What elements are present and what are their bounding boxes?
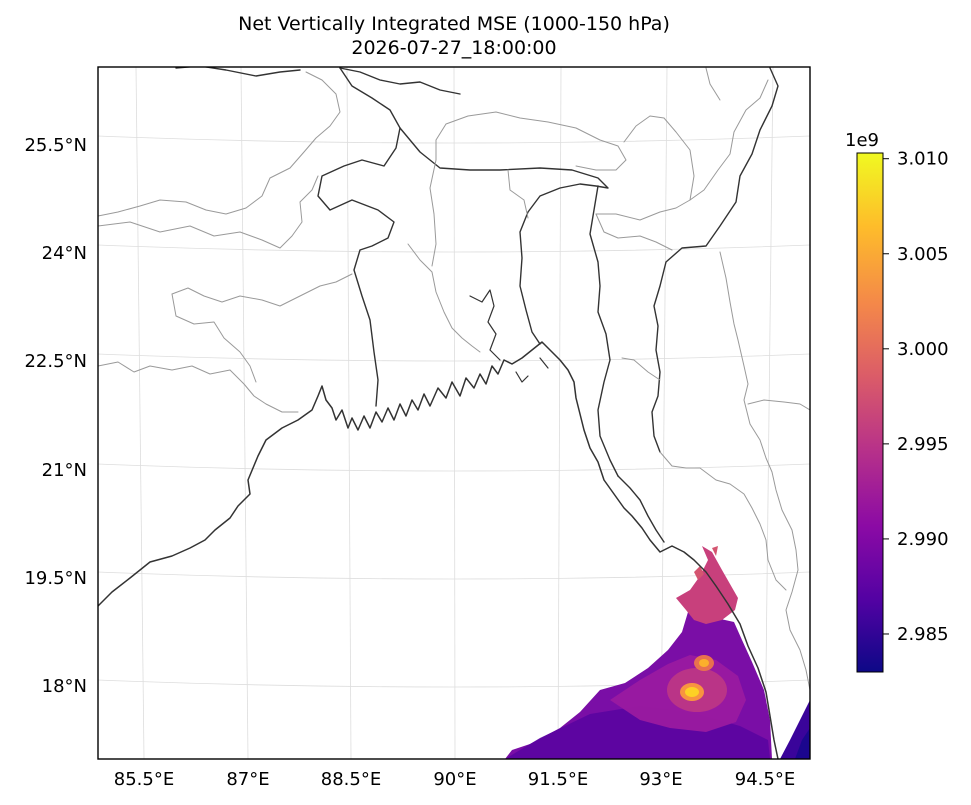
border-india-myanmar [651,67,779,453]
parallel-25-5 [98,135,810,144]
colorbar-tick-label: 2.985 [897,624,949,645]
colorbar-tick-label: 3.010 [897,149,949,170]
state-border-3 [171,273,353,307]
parallel-22-5 [98,353,810,362]
state-border-10 [595,79,769,221]
border-india-bangladesh-west [317,67,401,407]
state-border-4 [98,361,299,413]
x-tick-label: 91.5°E [528,769,588,790]
meridian-94-5 [764,67,774,759]
meridian-87 [240,67,249,759]
mse-field [505,546,810,759]
x-tick-label: 94.5°E [735,769,795,790]
mse-coastal-bits [694,546,718,580]
state-border-13 [705,67,721,101]
mse-secondary-peak-core [699,659,709,667]
graticule [98,67,810,759]
border-myanmar-bangladesh [617,475,665,543]
state-border-1 [98,71,341,217]
state-border-12 [623,115,695,201]
y-tick-label: 19.5°N [24,568,87,589]
colorbar-tick-label: 2.995 [897,434,949,455]
chart-title: Net Vertically Integrated MSE (1000-150 … [238,13,670,35]
meridian-90 [453,67,456,759]
state-border-14 [621,357,661,381]
coastline [98,341,779,759]
meridian-88-5 [346,67,352,759]
colorbar-tick-label: 2.990 [897,529,949,550]
parallel-21 [98,463,810,472]
y-tick-label: 22.5°N [24,351,87,372]
border-nepal-bhutan [175,67,461,95]
map-area [98,67,810,759]
state-border-8 [429,159,437,267]
y-tick-labels: 18°N 19.5°N 21°N 22.5°N 24°N 25.5°N [24,135,87,697]
meridian-91-5 [557,67,562,759]
parallel-24 [98,244,810,253]
x-tick-label: 88.5°E [321,769,381,790]
colorbar: 1e9 2.985 2.990 2.995 3.000 3.005 3.010 [845,130,949,673]
meridian-93 [660,67,668,759]
colorbar-tick-label: 3.000 [897,339,949,360]
state-border-6 [407,243,481,353]
x-tick-label: 93°E [639,769,682,790]
state-border-17 [699,467,787,591]
colorbar-exponent: 1e9 [845,130,879,151]
x-tick-label: 85.5°E [114,769,174,790]
border-india-bangladesh-east [589,185,619,477]
state-border-11 [595,213,673,251]
x-tick-labels: 85.5°E 87°E 88.5°E 90°E 91.5°E 93°E 94.5… [114,769,795,790]
colorbar-tick-label: 3.005 [897,244,949,265]
mse-se-corner-inner [795,728,810,759]
border-india-bangladesh-north [399,127,609,345]
map-frame [97,66,811,760]
y-tick-label: 21°N [42,460,87,481]
state-border-16 [747,399,810,411]
state-borders [98,67,810,691]
y-tick-label: 18°N [42,676,87,697]
chart-subtitle: 2026-07-27_18:00:00 [351,37,556,59]
state-border-18 [659,451,701,469]
state-border-2 [98,175,319,249]
state-border-15 [719,251,810,691]
mse-coastal-strip [676,546,738,624]
state-border-7 [435,111,627,171]
state-border-9 [507,169,529,219]
meridian-85-5 [135,67,145,759]
colorbar-ticks: 2.985 2.990 2.995 3.000 3.005 3.010 [883,149,949,645]
x-tick-label: 87°E [226,769,269,790]
delta-channels [469,289,549,383]
boundaries [98,67,810,759]
state-border-5 [171,293,257,383]
mse-peak-core [685,687,699,697]
colorbar-gradient [856,152,884,673]
y-tick-label: 24°N [42,243,87,264]
y-tick-label: 25.5°N [24,135,87,156]
x-tick-label: 90°E [433,769,476,790]
